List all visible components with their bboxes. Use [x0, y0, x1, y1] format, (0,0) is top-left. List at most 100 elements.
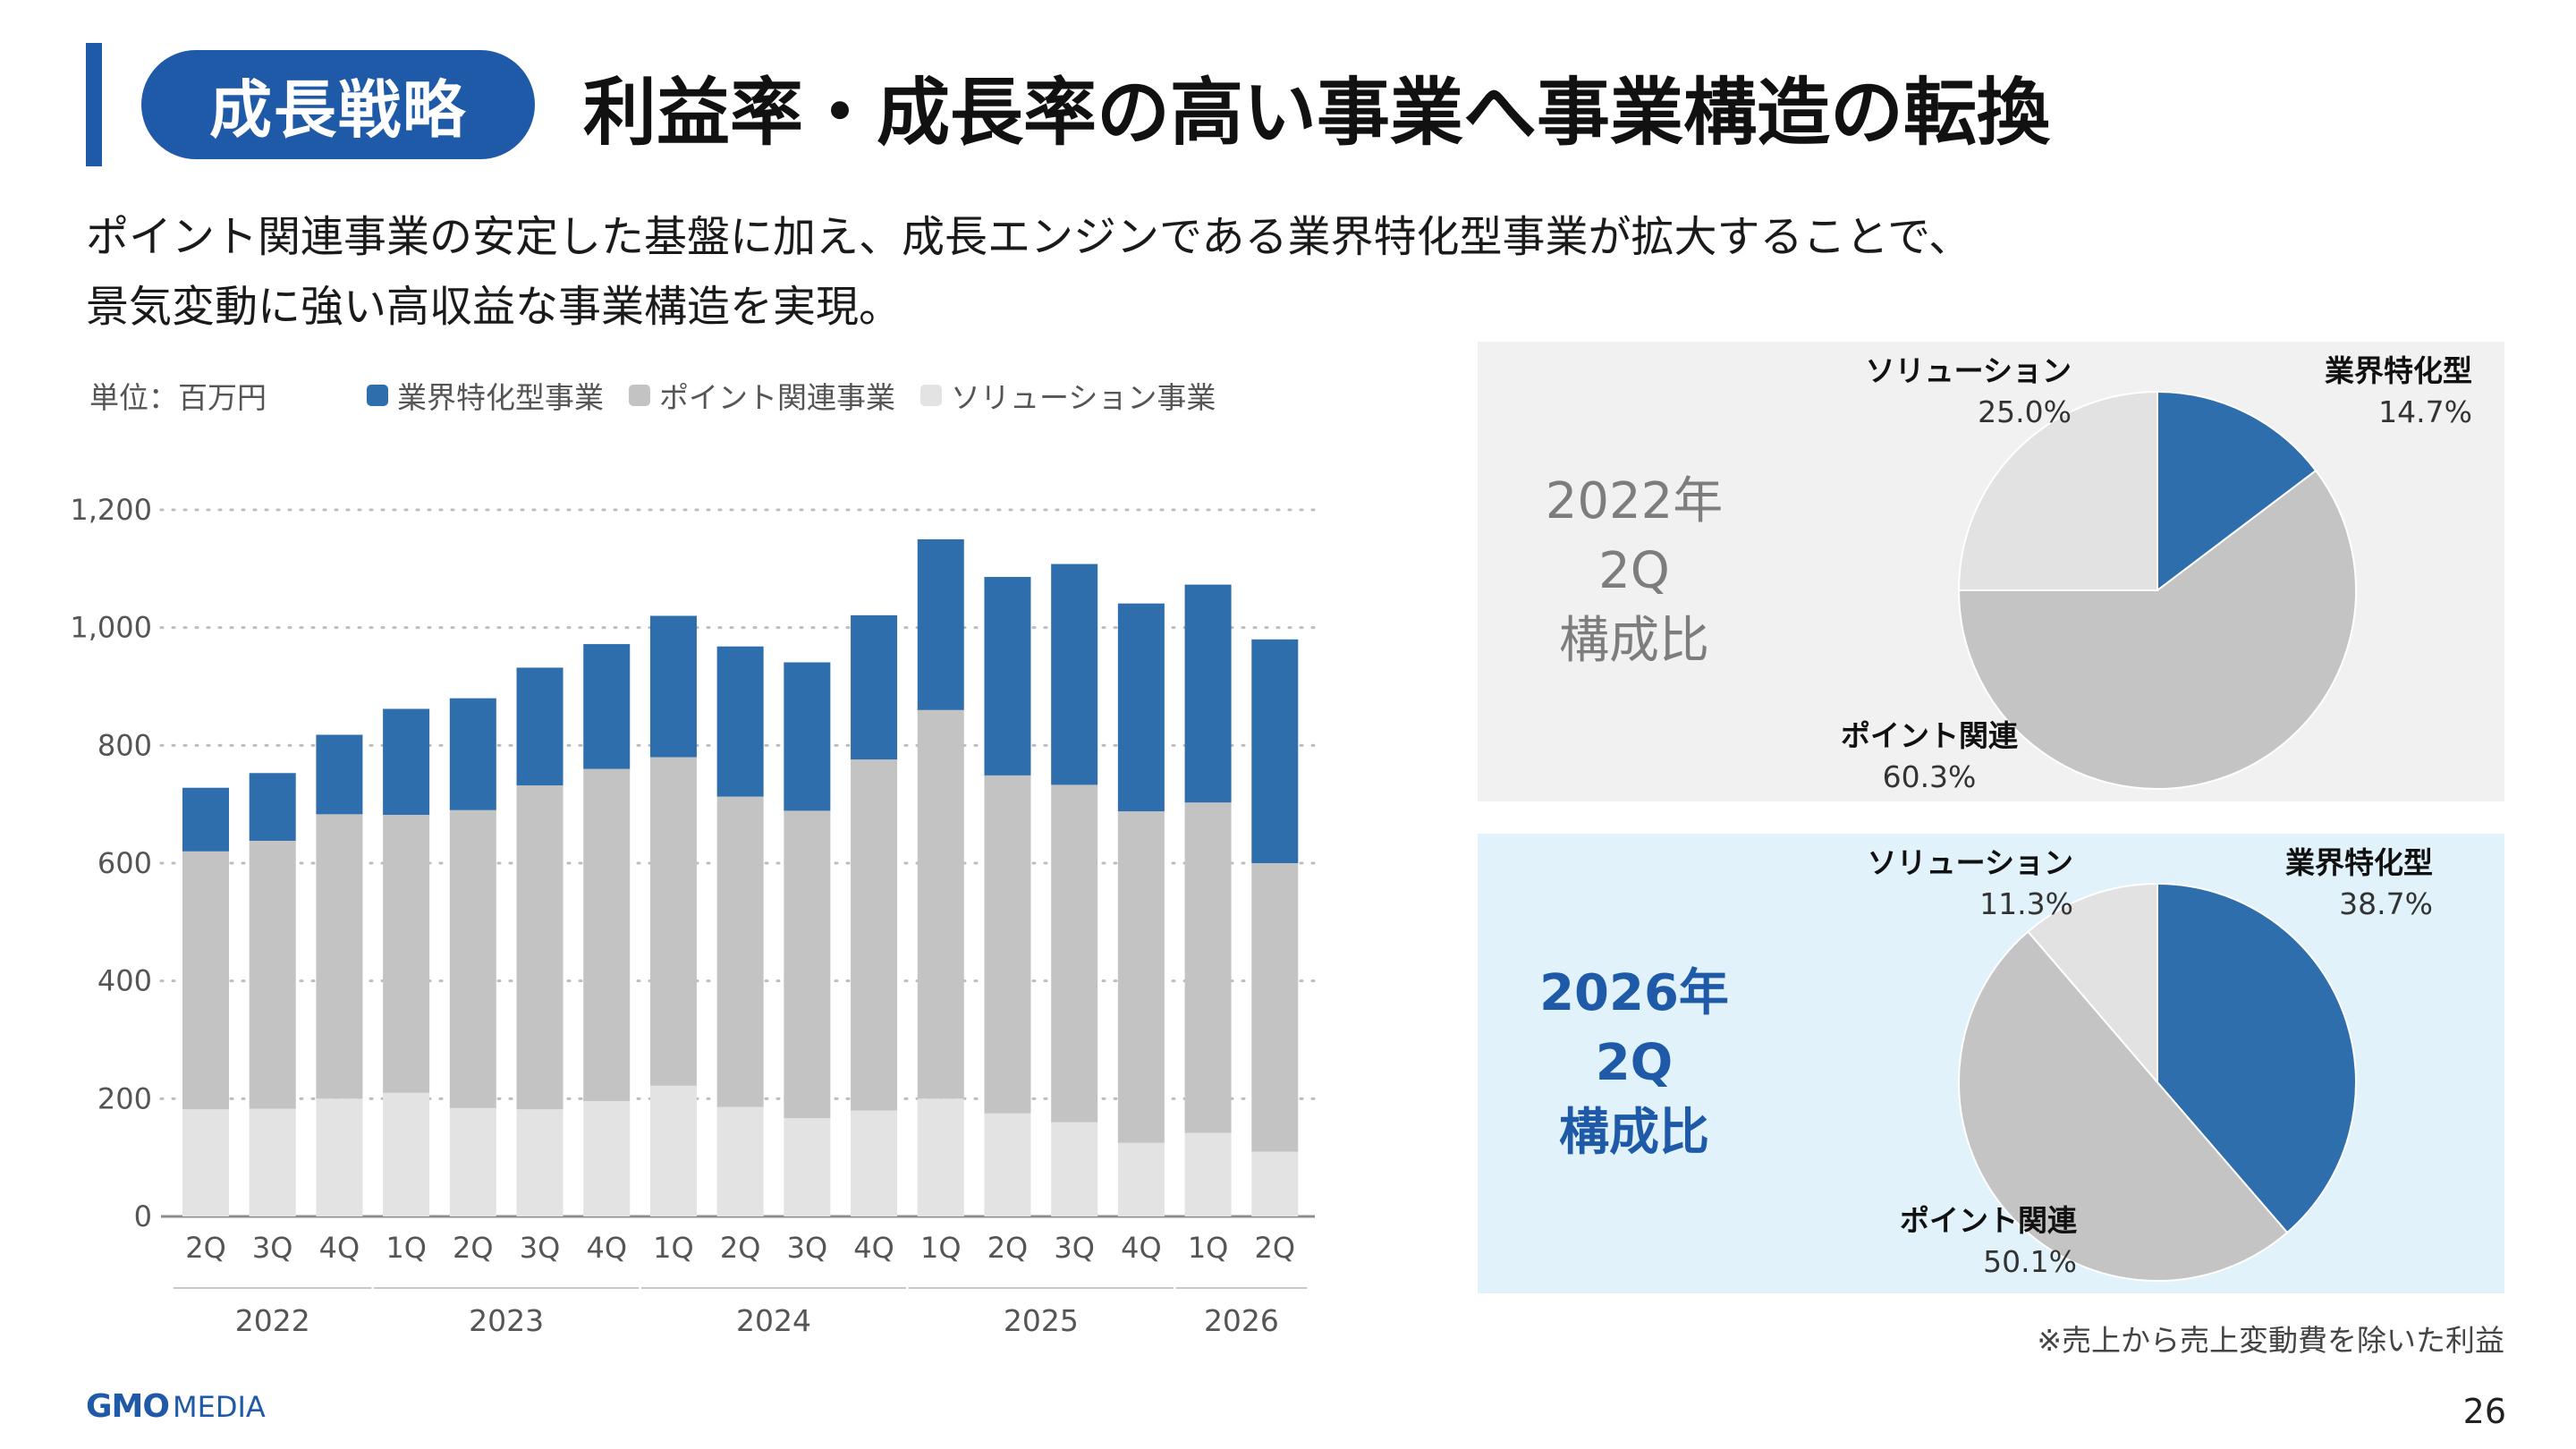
pie-label-solution-2026: ソリューション 11.3% [1787, 843, 2073, 925]
bar-segment-industry [1117, 603, 1165, 812]
legend-swatch-point [629, 385, 650, 406]
x-tick-label: 1Q [653, 1231, 694, 1265]
logo-media-text: MEDIA [172, 1390, 266, 1424]
x-tick-label: 3Q [1054, 1231, 1095, 1265]
x-tick-label: 2Q [720, 1231, 761, 1265]
bar-segment-point [583, 768, 631, 1101]
legend-label-solution: ソリューション事業 [951, 380, 1216, 415]
pie-slice-percent: 60.3% [1882, 759, 1977, 794]
y-tick-label: 1,200 [70, 493, 152, 527]
year-group-label: 2024 [736, 1303, 811, 1338]
bar-segment-industry [784, 662, 831, 811]
bar-segment-industry [449, 698, 496, 810]
pie-slice [2157, 882, 2357, 1234]
logo-gmo-mark: GMO [86, 1388, 170, 1425]
bar-segment-point [1251, 863, 1299, 1152]
y-tick-label: 400 [97, 964, 152, 998]
pie-slice-percent: 38.7% [2339, 886, 2433, 921]
pie-slice-percent: 14.7% [2378, 394, 2472, 429]
bar-segment-solution [649, 1085, 697, 1216]
bar-segment-solution [249, 1108, 296, 1216]
bar-segment-solution [182, 1109, 229, 1216]
bar-segment-solution [1051, 1122, 1098, 1216]
bar-segment-solution [316, 1098, 363, 1216]
lead-line-2: 景気変動に強い高収益な事業構造を実現。 [86, 282, 902, 332]
pie-slice-name: 業界特化型 [2285, 845, 2433, 880]
bar-segment-solution [516, 1109, 564, 1216]
bar-segment-solution [784, 1118, 831, 1216]
bar-segment-industry [984, 577, 1031, 775]
legend-item-point: ポイント関連事業 [629, 374, 895, 417]
lead-line-1: ポイント関連事業の安定した基盤に加え、成長エンジンである業界特化型事業が拡大する… [86, 212, 1972, 262]
chart-legend: 業界特化型事業 ポイント関連事業 ソリューション事業 [367, 374, 1216, 417]
x-tick-label: 3Q [252, 1231, 293, 1265]
x-tick-label: 4Q [1121, 1231, 1162, 1265]
pie-chart-2022 [1957, 390, 2357, 790]
legend-item-industry: 業界特化型事業 [367, 374, 604, 417]
section-badge: 成長戦略 [141, 50, 535, 159]
bar-segment-point [1051, 784, 1098, 1123]
pie-slice [1957, 469, 2357, 790]
pie-panel-2026: 2026年 2Q 構成比 ソリューション 11.3% 業界特化型 38.7% ポ… [1478, 834, 2504, 1293]
x-tick-label: 1Q [1188, 1231, 1229, 1265]
bar-segment-point [249, 840, 296, 1109]
x-tick-label: 2Q [1255, 1231, 1296, 1265]
x-tick-label: 2Q [453, 1231, 494, 1265]
pie-period-quarter: 2Q [1595, 1034, 1674, 1092]
bar-segment-solution [716, 1106, 764, 1216]
pie-slice-name: ソリューション [1867, 845, 2073, 880]
bar-segment-industry [182, 787, 229, 852]
pie-label-industry-2022: 業界特化型 14.7% [2193, 351, 2472, 433]
bar-segment-point [516, 785, 564, 1110]
year-group-label: 2026 [1204, 1303, 1279, 1338]
pie-slice-name: 業界特化型 [2325, 353, 2472, 388]
pie-slice [1957, 390, 2158, 591]
bar-segment-point [182, 851, 229, 1110]
pie-slice-percent: 50.1% [1983, 1244, 2077, 1279]
bar-segment-point [716, 796, 764, 1107]
bar-segment-industry [516, 667, 564, 786]
bar-segment-industry [383, 708, 430, 816]
x-tick-label: 2Q [185, 1231, 226, 1265]
pie-period-caption: 構成比 [1559, 612, 1709, 670]
bar-segment-point [784, 810, 831, 1119]
pie-slice [2157, 390, 2318, 593]
pie-slice [2027, 882, 2158, 1085]
bar-segment-point [1117, 811, 1165, 1143]
pie-slice [1958, 930, 2289, 1283]
legend-item-solution: ソリューション事業 [920, 374, 1216, 417]
bar-segment-industry [716, 646, 764, 797]
x-tick-label: 1Q [386, 1231, 427, 1265]
pie-period-label-2022: 2022年 2Q 構成比 [1478, 342, 1791, 801]
pie-label-point-2026: ポイント関連 50.1% [1791, 1200, 2077, 1283]
year-group-label: 2025 [1004, 1303, 1079, 1338]
legend-swatch-industry [367, 385, 388, 406]
bar-segment-industry [1051, 564, 1098, 785]
page-title: 利益率・成長率の高い事業へ事業構造の転換 [583, 70, 2051, 156]
year-group-label: 2022 [235, 1303, 310, 1338]
legend-swatch-solution [920, 385, 942, 406]
bar-segment-point [449, 809, 496, 1108]
bar-segment-point [984, 775, 1031, 1114]
pie-label-industry-2026: 業界特化型 38.7% [2193, 843, 2433, 925]
pie-period-caption: 構成比 [1559, 1104, 1709, 1162]
bar-segment-solution [449, 1107, 496, 1216]
y-tick-label: 600 [97, 846, 152, 880]
bar-segment-point [851, 759, 898, 1111]
bar-segment-industry [249, 773, 296, 841]
bar-segment-industry [583, 644, 631, 769]
stacked-bar-chart: 0 200 400 600 800 1,000 1,200 2Q 3Q 4Q 1Q 2Q 3Q 4Q 1Q 2… [70, 493, 1317, 1338]
legend-label-industry: 業界特化型事業 [397, 380, 604, 415]
footnote: ※売上から売上変動費を除いた利益 [2037, 1323, 2504, 1358]
pie-period-year: 2022年 [1545, 472, 1724, 530]
pie-period-year: 2026年 [1539, 964, 1729, 1022]
bar-segment-solution [984, 1113, 1031, 1216]
y-tick-label: 200 [97, 1081, 152, 1115]
title-accent-bar [86, 43, 102, 166]
bar-segment-point [1184, 802, 1232, 1133]
bar-segment-solution [1117, 1142, 1165, 1216]
bar-segment-solution [917, 1098, 964, 1216]
pie-label-solution-2022: ソリューション 25.0% [1787, 351, 2072, 433]
y-tick-label: 1,000 [70, 611, 152, 645]
bar-segment-point [316, 814, 363, 1099]
